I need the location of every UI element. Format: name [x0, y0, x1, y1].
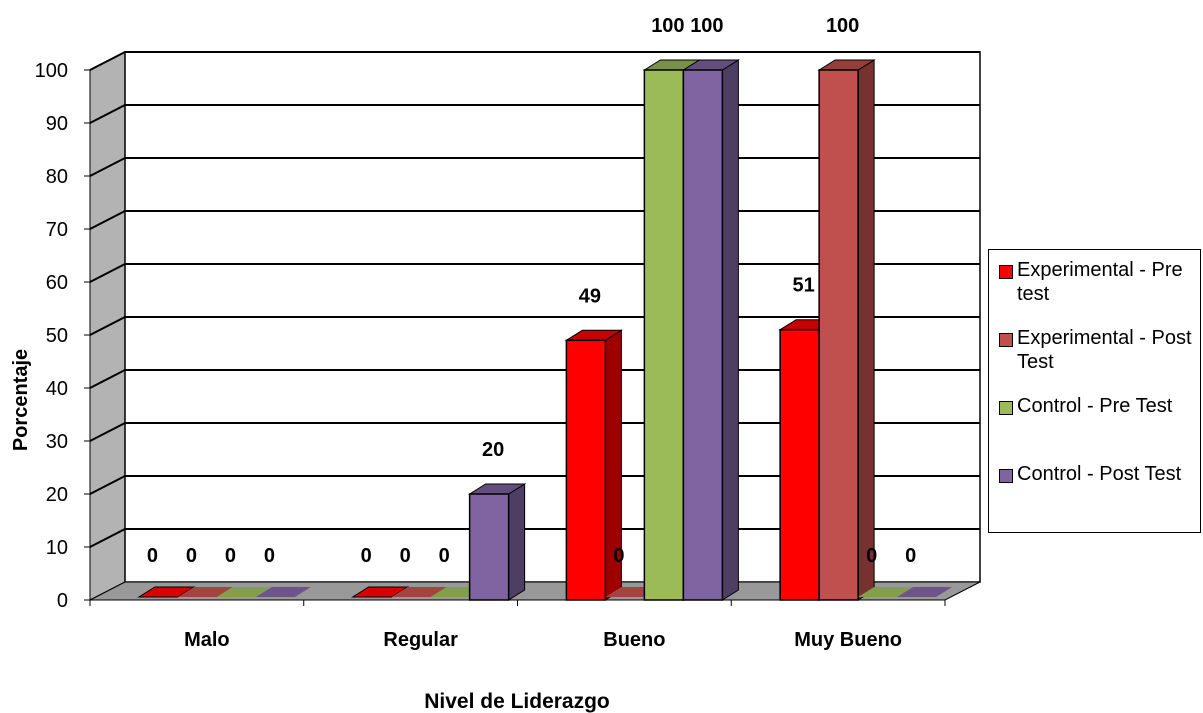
data-label: 0: [400, 545, 411, 567]
y-tick-label: 30: [46, 431, 68, 453]
gridline-side: [89, 157, 126, 177]
legend: Experimental - Pre test Experimental - Po…: [988, 249, 1201, 533]
bar: [897, 587, 953, 597]
bar: [779, 328, 820, 601]
y-tick-label: 0: [57, 590, 68, 612]
bar: [858, 587, 914, 597]
bar: [643, 69, 685, 601]
legend-label: Experimental - Post Test: [1017, 327, 1192, 373]
bar: [177, 587, 233, 597]
data-label: 0: [866, 545, 877, 567]
y-tick-label: 60: [46, 272, 68, 294]
y-tick-label: 80: [46, 166, 68, 188]
data-label: 0: [225, 545, 236, 567]
y-axis-title: Porcentaje: [10, 349, 32, 451]
data-label: 100: [826, 15, 859, 37]
data-label: 0: [361, 545, 372, 567]
data-label: 100: [690, 15, 723, 37]
legend-label: Control - Post Test: [1017, 463, 1182, 485]
x-tick-label: Bueno: [603, 629, 665, 651]
data-label: 0: [905, 545, 916, 567]
legend-item: Control - Post Test: [999, 462, 1192, 486]
y-tick-label: 50: [46, 325, 68, 347]
bar-side: [857, 59, 875, 601]
data-label: 100: [651, 15, 684, 37]
y-tick-label: 10: [46, 537, 68, 559]
gridline-side: [89, 263, 126, 283]
data-label: 20: [482, 439, 504, 461]
legend-item: Control - Pre Test: [999, 394, 1192, 418]
bar: [565, 339, 607, 601]
gridline-side: [89, 422, 126, 442]
y-tick-label: 100: [35, 60, 68, 82]
y-tick-label: 90: [46, 113, 68, 135]
legend-item: Experimental - Post Test: [999, 326, 1192, 374]
bar: [255, 587, 311, 597]
bar: [391, 587, 447, 597]
bar-side: [508, 483, 526, 601]
legend-item: Experimental - Pre test: [999, 258, 1192, 306]
data-label: 0: [186, 545, 197, 567]
bar-side: [721, 59, 739, 601]
y-tick-label: 20: [46, 484, 68, 506]
bar: [682, 69, 724, 601]
legend-swatch: [999, 265, 1013, 279]
y-tick-label: 70: [46, 219, 68, 241]
y-tick-label: 40: [46, 378, 68, 400]
data-label: 0: [264, 545, 275, 567]
x-tick-label: Regular: [383, 629, 458, 651]
x-tick-label: Malo: [184, 629, 230, 651]
bar: [216, 587, 272, 597]
data-label: 0: [613, 545, 624, 567]
x-axis-title: Nivel de Liderazgo: [424, 690, 610, 713]
data-label: 0: [147, 545, 158, 567]
gridline-side: [89, 528, 126, 548]
gridline-side: [89, 475, 126, 495]
gridline-side: [89, 210, 126, 230]
legend-swatch: [999, 469, 1013, 483]
legend-label: Experimental - Pre test: [1017, 259, 1183, 305]
x-tick-label: Muy Bueno: [794, 629, 902, 651]
data-label: 49: [579, 285, 601, 307]
legend-label: Control - Pre Test: [1017, 395, 1173, 417]
bar: [468, 493, 510, 601]
legend-swatch: [999, 401, 1013, 415]
gridline-side: [89, 369, 126, 389]
legend-swatch: [999, 333, 1013, 347]
gridline-side: [89, 51, 126, 71]
data-label: 0: [439, 545, 450, 567]
bar: [818, 69, 859, 601]
data-label: 51: [793, 275, 815, 297]
gridline-side: [89, 104, 126, 124]
gridline-side: [89, 316, 126, 336]
